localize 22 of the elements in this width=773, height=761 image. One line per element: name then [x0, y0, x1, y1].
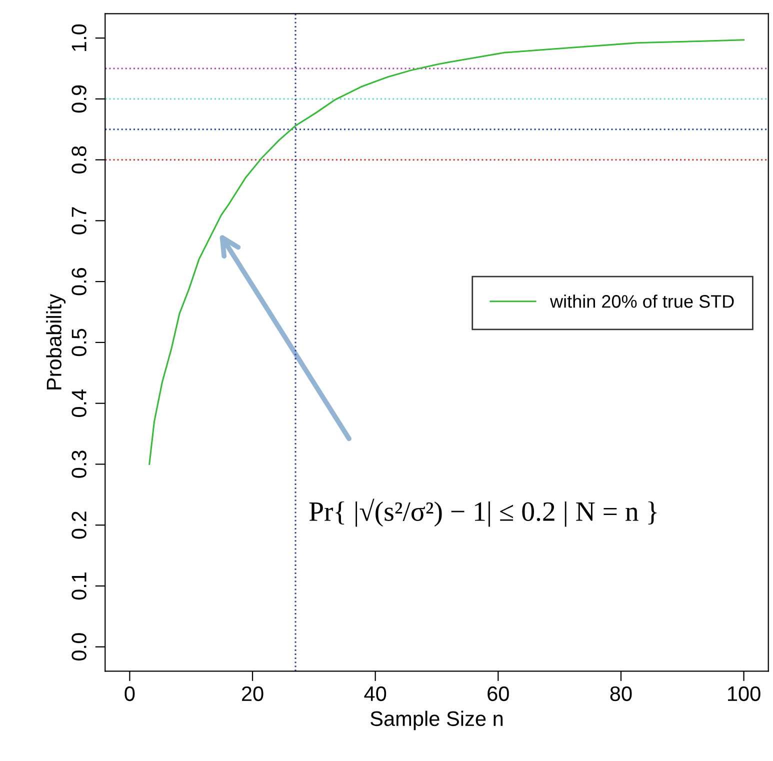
- x-tick-label: 100: [728, 686, 760, 702]
- x-tick-label: 20: [242, 686, 264, 702]
- y-tick-label: 0.3: [72, 450, 86, 478]
- y-tick-label: 0.2: [72, 512, 86, 539]
- annotation: Pr{ |√(s²/σ²) − 1| ≤ 0.2 | N = n }: [309, 498, 657, 527]
- x-tick-label: 60: [488, 686, 509, 702]
- y-tick-label: 0.9: [72, 85, 86, 113]
- y-tick-label: 0.1: [72, 572, 86, 600]
- y-tick-label: 0.4: [72, 389, 86, 417]
- line-series: [148, 39, 745, 465]
- y-tick-label: 1.0: [72, 24, 86, 51]
- y-tick-label: 0.8: [72, 146, 86, 174]
- x-tick-label: 0: [124, 686, 135, 702]
- x-axis-title: Sample Size n: [370, 710, 503, 730]
- y-axis-title: Probability: [46, 294, 66, 390]
- x-tick-label: 40: [364, 686, 386, 702]
- y-tick-label: 0.5: [72, 328, 86, 356]
- x-tick-label: 80: [610, 686, 632, 702]
- y-tick-label: 0.6: [72, 268, 86, 296]
- y-tick-label: 0.0: [72, 633, 86, 661]
- legend-label: within 20% of true STD: [550, 294, 734, 308]
- y-tick-label: 0.7: [72, 207, 86, 234]
